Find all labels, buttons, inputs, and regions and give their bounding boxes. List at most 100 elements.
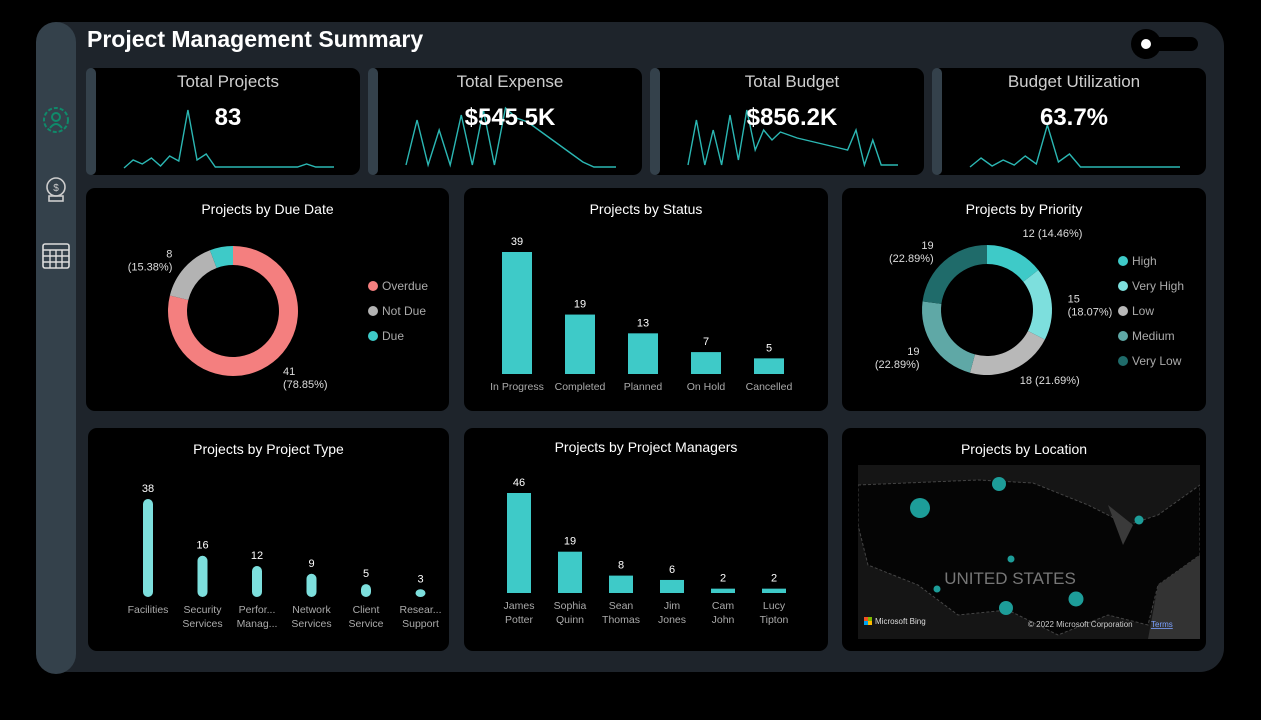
location-bubble	[910, 498, 930, 518]
sun-icon	[1141, 39, 1151, 49]
kpi-value: $856.2K	[746, 104, 838, 131]
bar-value-label: 19	[564, 536, 576, 548]
kpi-value: $545.5K	[464, 104, 556, 131]
money-bag-icon[interactable]: $	[40, 172, 72, 204]
data-label: 18 (21.69%)	[1020, 375, 1080, 387]
data-label: 12 (14.46%)	[1023, 228, 1083, 240]
donut-slice	[922, 301, 975, 373]
kpi-card: Budget Utilization 63.7%	[932, 68, 1206, 175]
chart-title: Projects by Project Type	[193, 441, 344, 457]
legend-item[interactable]: Not Due	[368, 298, 428, 323]
category-label: James	[504, 600, 535, 612]
category-label: John	[712, 614, 735, 626]
legend-item[interactable]: Medium	[1118, 323, 1184, 348]
data-label: (22.89%)	[875, 359, 920, 371]
donut-slice	[1023, 270, 1052, 340]
bar-value-label: 6	[669, 564, 675, 576]
bar	[197, 555, 208, 597]
data-label: (18.07%)	[1068, 306, 1113, 318]
donut-slice	[987, 245, 1039, 282]
theme-toggle[interactable]	[1130, 28, 1200, 60]
legend-label: Very High	[1132, 278, 1185, 293]
bar-value-label: 5	[766, 342, 772, 354]
legend-label: Not Due	[382, 303, 427, 318]
legend-item[interactable]: High	[1118, 248, 1184, 273]
data-label: (15.38%)	[128, 261, 173, 273]
legend-label: Due	[382, 328, 405, 343]
bar-value-label: 46	[513, 477, 525, 489]
category-label: Completed	[555, 381, 606, 393]
location-map[interactable]: UNITED STATES Microsoft Bing © 2022 Micr…	[858, 465, 1200, 639]
bar-value-label: 12	[251, 550, 263, 562]
sparkline	[687, 109, 898, 168]
bar	[691, 352, 721, 374]
bar-value-label: 39	[511, 236, 523, 248]
bar	[507, 493, 531, 593]
sparkline	[405, 106, 616, 168]
sparkline	[969, 122, 1180, 168]
legend-marker	[368, 330, 378, 341]
data-label: 8	[166, 248, 172, 260]
gear-person-icon[interactable]	[40, 104, 72, 136]
category-label: On Hold	[687, 381, 726, 393]
donut-slice	[969, 330, 1045, 375]
bar	[565, 314, 595, 374]
bar	[711, 588, 735, 593]
page-title: Project Management Summary	[87, 26, 424, 52]
legend-item[interactable]: Very High	[1118, 273, 1184, 298]
kpi-value: 63.7%	[1039, 104, 1109, 131]
kpi-label: Total Projects	[176, 72, 280, 91]
bar-value-label: 38	[142, 483, 154, 495]
country-label: UNITED STATES	[944, 569, 1076, 588]
chart-title: Projects by Project Managers	[554, 439, 738, 455]
category-label: Security	[184, 604, 223, 616]
legend-item[interactable]: Low	[1118, 298, 1184, 323]
legend-marker	[1118, 330, 1128, 341]
terms-link[interactable]: Terms	[1151, 620, 1173, 629]
bar-value-label: 7	[703, 336, 709, 348]
bar	[609, 575, 633, 593]
bar	[306, 573, 317, 597]
data-label: 15	[1068, 293, 1080, 305]
location-bubble	[1007, 555, 1015, 563]
kpi-card: Total Expense $545.5K	[368, 68, 642, 175]
bar-value-label: 13	[637, 317, 649, 329]
location-bubble	[999, 601, 1013, 615]
bar	[754, 358, 784, 374]
location-bubble	[992, 477, 1006, 491]
kpi-stripe	[932, 68, 942, 175]
bar	[252, 566, 262, 597]
chart-title: Projects by Due Date	[201, 201, 334, 217]
bar-value-label: 9	[308, 558, 314, 570]
bar	[361, 584, 371, 597]
legend-item[interactable]: Overdue	[368, 273, 428, 298]
legend-label: Very Low	[1132, 353, 1182, 368]
kpi-value: 83	[214, 104, 242, 131]
bar	[762, 588, 786, 593]
sidebar: $	[36, 22, 76, 674]
data-label: 19	[921, 240, 933, 252]
chart-title: Projects by Priority	[965, 201, 1083, 217]
legend-label: Medium	[1132, 328, 1175, 343]
legend-marker	[1118, 280, 1128, 291]
category-label: Cam	[712, 600, 734, 612]
table-icon[interactable]	[40, 240, 72, 272]
category-label: Quinn	[556, 614, 584, 626]
copyright: © 2022 Microsoft Corporation	[1028, 620, 1133, 629]
kpi-stripe	[650, 68, 660, 175]
category-label: Services	[291, 618, 331, 630]
donut-slice	[922, 245, 987, 304]
data-label: (22.89%)	[889, 253, 934, 265]
category-label: Network	[292, 604, 331, 616]
bar	[558, 551, 582, 593]
sparkline	[123, 109, 334, 169]
bar-value-label: 2	[771, 573, 777, 585]
legend-item[interactable]: Due	[368, 323, 428, 348]
category-label: Jones	[658, 614, 686, 626]
legend-item[interactable]: Very Low	[1118, 348, 1184, 373]
bar-value-label: 2	[720, 573, 726, 585]
card-project-type: Projects by Project Type 38 Facilities 16 S…	[88, 428, 449, 651]
category-label: Tipton	[760, 614, 789, 626]
card-due-date: Projects by Due Date 41 (78.85%) 8 (15.38%)…	[86, 188, 449, 411]
category-label: Client	[353, 604, 380, 616]
